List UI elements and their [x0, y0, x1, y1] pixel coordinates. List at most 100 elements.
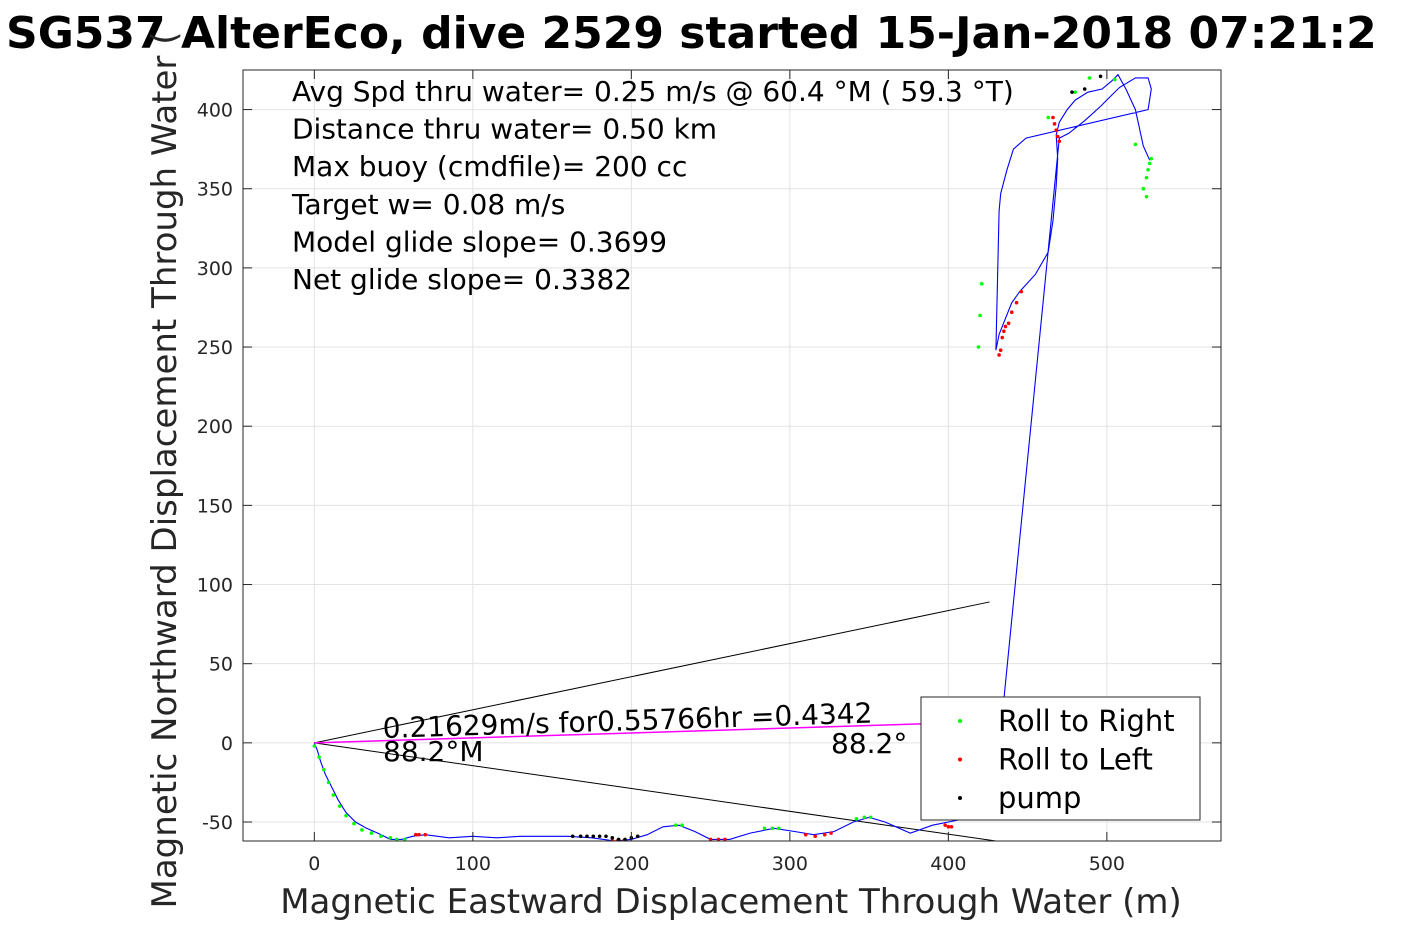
current-cone-line [314, 601, 990, 744]
roll-left-point [1019, 289, 1024, 294]
y-tick-label: 0 [221, 733, 233, 755]
x-tick-label: 200 [613, 853, 649, 875]
roll-right-point [326, 780, 331, 785]
roll-right-point [1149, 156, 1154, 161]
roll-left-point [1006, 321, 1011, 326]
y-tick-label: 350 [197, 179, 233, 201]
roll-left-point [813, 834, 818, 839]
pump-point [578, 834, 583, 839]
legend-label: pump [998, 781, 1081, 815]
legend-marker [958, 796, 962, 800]
roll-right-point [344, 813, 348, 818]
roll-left-point [723, 837, 727, 841]
roll-right-point [322, 767, 326, 772]
roll-left-point [1014, 300, 1019, 305]
info-text-block: Avg Spd thru water= 0.25 m/s @ 60.4 °M (… [291, 75, 1014, 296]
annotation-heading-left: 88.2°M [383, 735, 484, 768]
roll-left-point [716, 837, 721, 841]
roll-right-point [1144, 175, 1149, 180]
roll-right-point [978, 313, 982, 318]
roll-right-point [1112, 77, 1117, 82]
legend: Roll to Right Roll to Left pump [920, 696, 1201, 821]
roll-right-point [360, 828, 364, 832]
roll-right-point [1141, 186, 1146, 191]
pump-point [1082, 87, 1087, 91]
pump-point [1098, 74, 1103, 79]
pump-point [591, 834, 596, 839]
pump-point [1070, 90, 1074, 94]
pump-point [623, 837, 627, 841]
roll-right-point [1087, 76, 1092, 80]
y-axis-label: Magnetic Northward Displacement Through … [145, 32, 185, 909]
annotation-heading-right: 88.2° [831, 727, 907, 760]
roll-left-point [1055, 134, 1060, 139]
roll-left-point [413, 832, 418, 837]
roll-right-point [868, 815, 873, 820]
legend-box [920, 696, 1201, 821]
y-tick-label: 200 [197, 416, 233, 438]
legend-label: Roll to Right [998, 704, 1175, 738]
roll-right-point [1046, 115, 1051, 120]
info-line: Max buoy (cmdfile)= 200 cc [292, 150, 687, 183]
info-line: Avg Spd thru water= 0.25 m/s @ 60.4 °M (… [292, 75, 1014, 108]
roll-left-point [829, 831, 833, 835]
y-tick-label: 50 [209, 654, 233, 676]
roll-right-point [1073, 90, 1077, 94]
pump-point [635, 834, 640, 839]
info-line: Distance thru water= 0.50 km [292, 113, 717, 146]
roll-right-point [312, 744, 317, 748]
info-line: Target w= 0.08 m/s [291, 188, 565, 221]
roll-left-point [1057, 139, 1062, 144]
roll-right-point [770, 826, 775, 831]
legend-marker [958, 719, 962, 723]
roll-left-point [1000, 335, 1005, 340]
roll-right-point [388, 836, 393, 840]
legend-label: Roll to Left [998, 743, 1153, 777]
roll-left-point [1002, 329, 1006, 334]
roll-right-point [1133, 142, 1138, 147]
roll-right-point [673, 823, 678, 827]
roll-right-point [317, 755, 321, 759]
info-line: Net glide slope= 0.3382 [292, 263, 632, 296]
roll-right-point [394, 837, 399, 841]
roll-left-point [943, 823, 947, 827]
roll-right-point [680, 823, 684, 827]
axes-box [242, 69, 1222, 842]
roll-right-point [352, 821, 356, 826]
roll-left-point [1054, 128, 1058, 132]
roll-right-point [402, 837, 407, 841]
roll-left-point [949, 824, 954, 829]
roll-right-point [854, 817, 859, 821]
x-axis-label: Magnetic Eastward Displacement Through W… [280, 882, 1182, 922]
roll-right-point [331, 793, 336, 797]
current-cone-line [314, 742, 996, 841]
pump-point [616, 837, 621, 841]
roll-left-point [822, 832, 827, 837]
roll-right-point [379, 834, 383, 839]
roll-left-point [803, 832, 808, 837]
y-tick-label: 150 [197, 495, 233, 517]
roll-left-point [946, 824, 951, 829]
roll-left-point [708, 837, 713, 841]
x-tick-label: 100 [455, 853, 491, 875]
pump-point [597, 834, 602, 839]
current-line [314, 721, 990, 744]
pump-point [570, 834, 575, 839]
y-tick-label: 400 [197, 100, 233, 122]
roll-left-point [1009, 310, 1014, 315]
roll-right-point [979, 281, 984, 286]
roll-left-point [417, 832, 421, 837]
roll-right-point [762, 826, 767, 831]
roll-left-point [1052, 122, 1057, 126]
roll-right-point [976, 345, 981, 349]
chart-title: SG537 AlterEco, dive 2529 started 15-Jan… [6, 8, 1377, 59]
roll-right-point [776, 826, 781, 831]
roll-left-point [423, 832, 428, 837]
tick-marks [243, 70, 1221, 841]
roll-right-point [1144, 194, 1149, 199]
roll-left-point [1051, 115, 1055, 120]
y-tick-label: -50 [202, 812, 233, 834]
x-tick-label: 300 [772, 853, 808, 875]
roll-right-point [369, 831, 374, 835]
roll-right-point [862, 815, 867, 820]
